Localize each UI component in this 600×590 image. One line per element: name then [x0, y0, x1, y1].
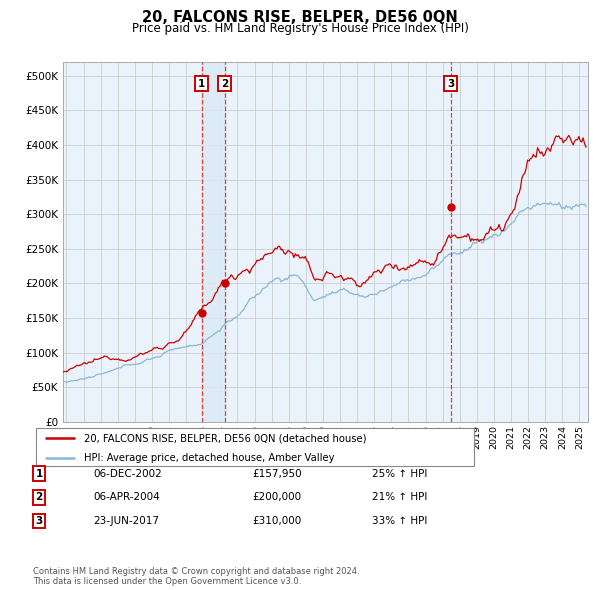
- Text: 20, FALCONS RISE, BELPER, DE56 0QN: 20, FALCONS RISE, BELPER, DE56 0QN: [142, 10, 458, 25]
- Text: 1: 1: [198, 78, 205, 88]
- Text: 25% ↑ HPI: 25% ↑ HPI: [372, 469, 427, 478]
- Text: HPI: Average price, detached house, Amber Valley: HPI: Average price, detached house, Ambe…: [84, 453, 335, 463]
- Text: Price paid vs. HM Land Registry's House Price Index (HPI): Price paid vs. HM Land Registry's House …: [131, 22, 469, 35]
- Bar: [202, 62, 225, 422]
- Text: 21% ↑ HPI: 21% ↑ HPI: [372, 493, 427, 502]
- Text: 20, FALCONS RISE, BELPER, DE56 0QN (detached house): 20, FALCONS RISE, BELPER, DE56 0QN (deta…: [84, 434, 367, 444]
- Text: 3: 3: [35, 516, 43, 526]
- Text: £200,000: £200,000: [252, 493, 301, 502]
- Text: 1: 1: [35, 469, 43, 478]
- Text: 33% ↑ HPI: 33% ↑ HPI: [372, 516, 427, 526]
- Text: £157,950: £157,950: [252, 469, 302, 478]
- Text: £310,000: £310,000: [252, 516, 301, 526]
- Text: 2: 2: [221, 78, 229, 88]
- Text: 06-APR-2004: 06-APR-2004: [93, 493, 160, 502]
- Text: 23-JUN-2017: 23-JUN-2017: [93, 516, 159, 526]
- Text: 2: 2: [35, 493, 43, 502]
- Text: Contains HM Land Registry data © Crown copyright and database right 2024.: Contains HM Land Registry data © Crown c…: [33, 568, 359, 576]
- Text: 3: 3: [447, 78, 454, 88]
- Text: This data is licensed under the Open Government Licence v3.0.: This data is licensed under the Open Gov…: [33, 578, 301, 586]
- Text: 06-DEC-2002: 06-DEC-2002: [93, 469, 162, 478]
- FancyBboxPatch shape: [36, 428, 474, 466]
